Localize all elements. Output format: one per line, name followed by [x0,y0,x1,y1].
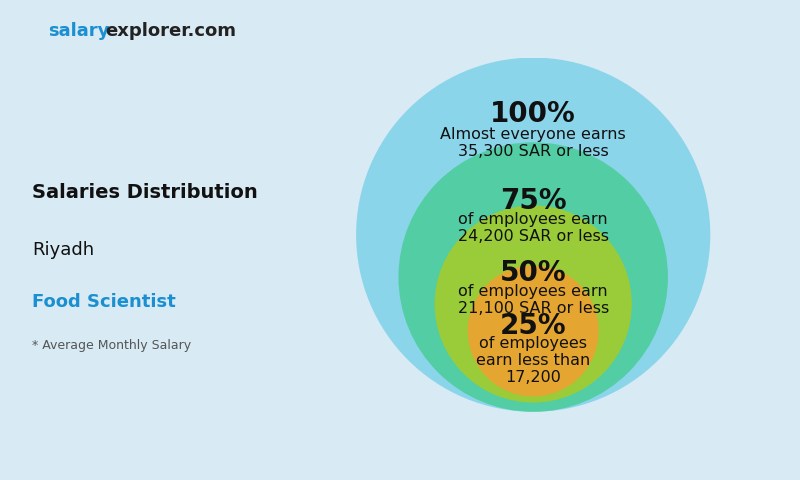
Text: of employees earn: of employees earn [458,284,608,299]
Text: earn less than: earn less than [476,353,590,368]
Text: salary: salary [48,22,110,40]
Text: 24,200 SAR or less: 24,200 SAR or less [458,228,609,243]
Text: 21,100 SAR or less: 21,100 SAR or less [458,301,609,316]
Text: Almost everyone earns: Almost everyone earns [440,127,626,142]
Text: of employees earn: of employees earn [458,212,608,227]
Text: * Average Monthly Salary: * Average Monthly Salary [32,339,191,352]
Circle shape [434,205,632,403]
Text: Food Scientist: Food Scientist [32,293,176,312]
Text: of employees: of employees [479,336,587,351]
Text: Salaries Distribution: Salaries Distribution [32,182,258,202]
Text: 35,300 SAR or less: 35,300 SAR or less [458,144,609,159]
Text: explorer.com: explorer.com [106,22,237,40]
Text: Riyadh: Riyadh [32,240,94,259]
Text: 17,200: 17,200 [506,370,561,385]
Text: 75%: 75% [500,187,566,215]
Circle shape [356,58,710,412]
Text: 50%: 50% [500,259,566,288]
Text: 100%: 100% [490,100,576,128]
Circle shape [468,265,598,396]
Circle shape [398,142,668,412]
Text: 25%: 25% [500,312,566,340]
